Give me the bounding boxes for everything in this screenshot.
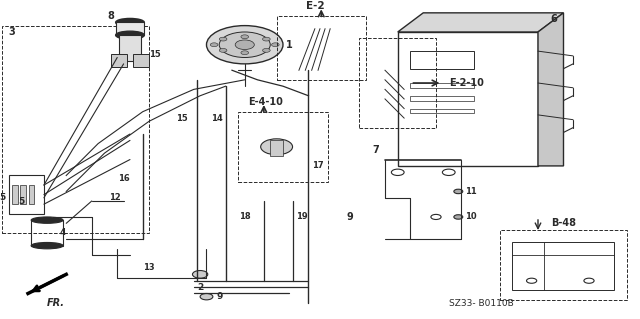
Text: 11: 11 xyxy=(465,187,476,196)
Text: 3: 3 xyxy=(9,27,15,37)
Text: 9: 9 xyxy=(216,292,223,301)
Text: E-2: E-2 xyxy=(305,2,324,11)
Polygon shape xyxy=(397,13,563,32)
Bar xyxy=(500,230,627,300)
Circle shape xyxy=(584,278,594,283)
Text: 10: 10 xyxy=(465,212,476,221)
Circle shape xyxy=(193,271,208,278)
Circle shape xyxy=(454,189,463,194)
Circle shape xyxy=(220,37,227,41)
Bar xyxy=(410,51,474,69)
Ellipse shape xyxy=(116,19,145,26)
Bar xyxy=(118,35,141,61)
Bar xyxy=(111,54,127,67)
Bar xyxy=(31,220,63,246)
Text: 6: 6 xyxy=(551,14,557,24)
Bar xyxy=(238,112,328,182)
Circle shape xyxy=(262,48,270,52)
Circle shape xyxy=(211,43,218,47)
Bar xyxy=(270,140,283,156)
Text: FR.: FR. xyxy=(47,298,65,308)
Bar xyxy=(410,96,474,100)
Circle shape xyxy=(262,37,270,41)
Text: 18: 18 xyxy=(239,212,251,221)
Text: SZ33- B0110B: SZ33- B0110B xyxy=(449,299,513,308)
Text: 14: 14 xyxy=(211,114,223,122)
Text: 1: 1 xyxy=(286,40,293,50)
Circle shape xyxy=(442,169,455,175)
Circle shape xyxy=(454,215,463,219)
Text: 9: 9 xyxy=(347,212,353,222)
Text: E-2-10: E-2-10 xyxy=(449,78,484,88)
Polygon shape xyxy=(538,13,563,166)
Circle shape xyxy=(527,278,537,283)
Circle shape xyxy=(241,35,248,39)
Bar xyxy=(9,175,44,214)
Text: 13: 13 xyxy=(143,263,154,272)
Bar xyxy=(397,32,538,166)
Bar xyxy=(276,16,366,80)
Bar xyxy=(3,26,149,233)
Ellipse shape xyxy=(31,217,63,223)
Bar xyxy=(12,185,18,204)
Bar xyxy=(29,185,35,204)
Text: 17: 17 xyxy=(312,161,323,170)
Circle shape xyxy=(235,40,254,49)
Bar xyxy=(360,38,436,128)
Bar xyxy=(116,22,144,35)
Text: 7: 7 xyxy=(372,145,379,155)
Text: 19: 19 xyxy=(296,212,307,221)
Text: 8: 8 xyxy=(108,11,115,21)
Circle shape xyxy=(220,32,270,57)
Circle shape xyxy=(207,26,283,64)
Text: E-4-10: E-4-10 xyxy=(248,97,283,107)
Text: 5: 5 xyxy=(0,193,6,202)
Text: 15: 15 xyxy=(149,50,161,59)
Text: 4: 4 xyxy=(60,228,66,237)
Circle shape xyxy=(392,169,404,175)
Ellipse shape xyxy=(116,31,145,39)
Circle shape xyxy=(431,214,441,219)
Bar xyxy=(410,83,474,88)
Text: 12: 12 xyxy=(109,193,120,202)
Bar xyxy=(133,54,149,67)
Circle shape xyxy=(260,139,292,155)
Text: 2: 2 xyxy=(197,283,204,292)
Bar xyxy=(513,242,614,290)
Circle shape xyxy=(241,51,248,55)
Ellipse shape xyxy=(31,242,63,249)
Text: 5: 5 xyxy=(19,197,25,205)
Bar xyxy=(410,108,474,113)
Circle shape xyxy=(271,43,279,47)
Circle shape xyxy=(220,48,227,52)
Bar xyxy=(20,185,26,204)
Text: B-48: B-48 xyxy=(551,218,576,228)
Text: 15: 15 xyxy=(175,114,188,122)
Circle shape xyxy=(200,293,213,300)
Text: 16: 16 xyxy=(118,174,130,183)
